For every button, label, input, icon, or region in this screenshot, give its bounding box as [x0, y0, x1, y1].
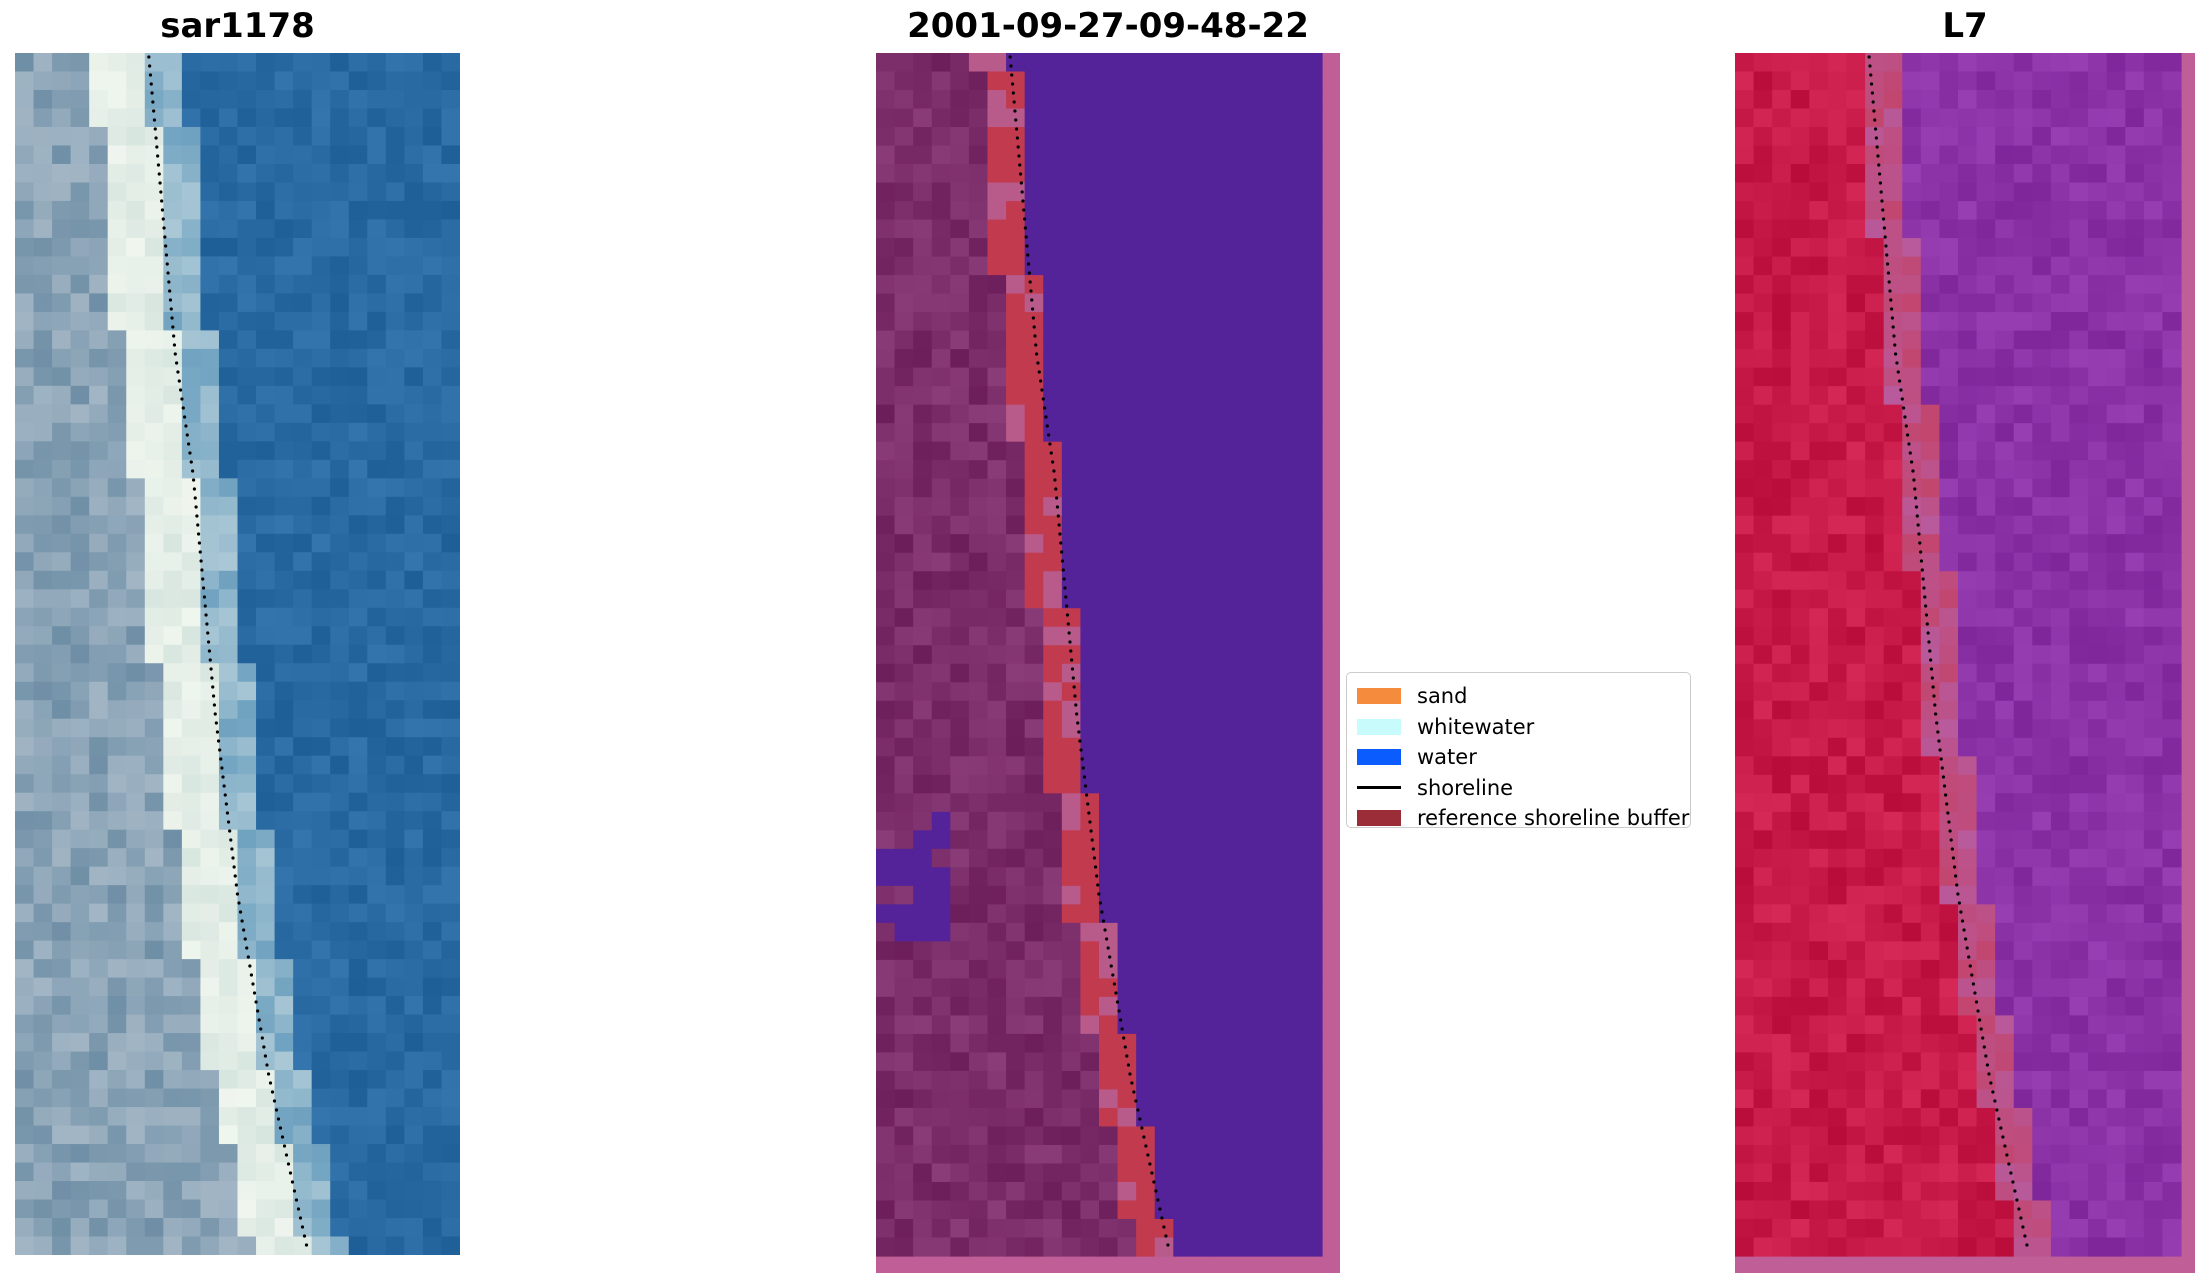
rgb-panel-title: sar1178 [160, 6, 315, 46]
shoreline-line-swatch [1357, 786, 1401, 790]
whitewater-swatch [1357, 718, 1401, 735]
rgb-image [15, 53, 460, 1255]
legend-label: reference shoreline buffer [1417, 806, 1690, 831]
shoreline-dots [1867, 55, 2029, 1247]
legend-item-reference-buffer: reference shoreline buffer [1357, 803, 1689, 834]
legend-item-whitewater: whitewater [1357, 712, 1680, 743]
sand-swatch [1357, 688, 1401, 705]
legend-label: sand [1417, 684, 1468, 709]
mndwi-panel-title: L7 [1942, 6, 1988, 46]
legend-item-water: water [1357, 742, 1680, 773]
shoreline-dots [147, 55, 309, 1247]
mndwi-image [1735, 53, 2195, 1273]
shoreline-dots [1008, 55, 1170, 1247]
water-swatch [1357, 749, 1401, 766]
legend-label: whitewater [1417, 714, 1535, 739]
reference-buffer-swatch [1357, 810, 1401, 827]
legend-item-sand: sand [1357, 681, 1680, 712]
legend-item-shoreline: shoreline [1357, 773, 1680, 804]
classification-image [876, 53, 1340, 1273]
legend-label: water [1417, 745, 1477, 770]
classification-panel-title: 2001-09-27-09-48-22 [907, 6, 1309, 46]
legend-label: shoreline [1417, 775, 1514, 800]
legend: sand whitewater water shoreline referenc… [1346, 672, 1691, 830]
